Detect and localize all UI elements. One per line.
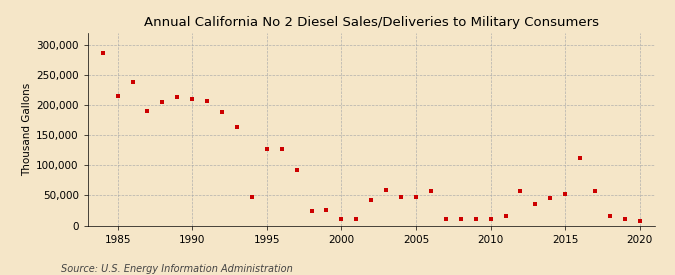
Point [112, 94, 123, 98]
Point [217, 110, 227, 115]
Point [590, 188, 601, 193]
Point [574, 156, 585, 160]
Point [530, 202, 541, 207]
Point [456, 217, 466, 221]
Point [336, 217, 347, 221]
Point [306, 209, 317, 213]
Point [202, 99, 213, 103]
Point [127, 80, 138, 84]
Text: Source: U.S. Energy Information Administration: Source: U.S. Energy Information Administ… [61, 264, 292, 274]
Point [351, 217, 362, 222]
Point [485, 217, 496, 222]
Point [500, 214, 511, 219]
Point [246, 194, 257, 199]
Point [515, 189, 526, 193]
Point [261, 147, 272, 151]
Title: Annual California No 2 Diesel Sales/Deliveries to Military Consumers: Annual California No 2 Diesel Sales/Deli… [144, 16, 599, 29]
Point [396, 195, 406, 199]
Point [321, 208, 332, 213]
Point [634, 218, 645, 223]
Point [620, 217, 630, 222]
Point [172, 95, 183, 100]
Point [545, 196, 556, 201]
Point [441, 217, 452, 222]
Point [142, 109, 153, 113]
Point [97, 51, 108, 55]
Point [560, 191, 570, 196]
Point [291, 167, 302, 172]
Point [366, 197, 377, 202]
Point [276, 146, 287, 151]
Point [410, 195, 421, 199]
Y-axis label: Thousand Gallons: Thousand Gallons [22, 82, 32, 176]
Point [470, 217, 481, 222]
Point [605, 214, 616, 219]
Point [157, 100, 168, 104]
Point [381, 188, 392, 192]
Point [232, 125, 242, 130]
Point [187, 97, 198, 101]
Point [425, 188, 436, 193]
